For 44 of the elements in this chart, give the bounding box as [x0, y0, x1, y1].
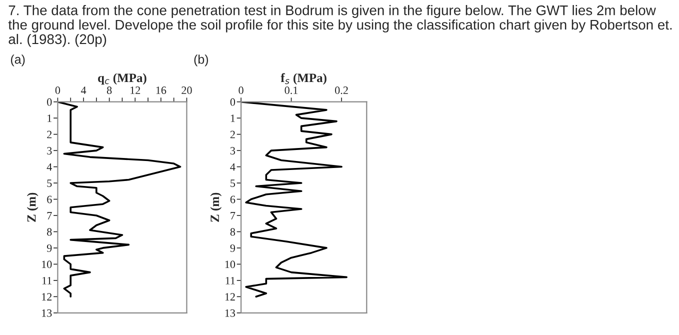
x2-tick-label: 0.1: [284, 86, 298, 94]
text: (a): [10, 54, 25, 66]
x2-tick-label: 20: [182, 86, 192, 94]
y-tick-label: 7: [47, 212, 52, 220]
x2-tick-label: 0.2: [335, 86, 348, 94]
x2-axis-title: f$_{s}$ (MPa): [280, 73, 326, 85]
x2-tick-label: 4: [80, 86, 86, 94]
y-tick-label: 12: [225, 293, 235, 301]
y-tick-label: 10: [42, 260, 52, 268]
text: (b): [194, 54, 208, 66]
y-tick-label: 9: [230, 244, 236, 252]
y-tick-label: 9: [46, 244, 52, 252]
x2-tick-label: 0: [55, 86, 60, 94]
y-tick-label: 11: [226, 276, 235, 284]
x2-tick-label: 8: [106, 86, 112, 94]
y-tick-label: 1: [48, 114, 52, 122]
y-tick-label: 5: [47, 180, 52, 187]
y-tick-label: 6: [47, 196, 52, 204]
y-tick-label: 7: [230, 212, 236, 220]
y-axis-title: Z (m): [210, 192, 222, 222]
y-tick-label: 11: [42, 276, 52, 284]
y-tick-label: 13: [225, 309, 236, 317]
y-tick-label: 0: [47, 98, 52, 106]
y-tick-label: 10: [225, 260, 236, 268]
x2-tick-label: 12: [130, 86, 140, 94]
y-tick-label: 3: [47, 147, 52, 155]
x2-axis-title: q$_{c}$ (MPa): [98, 73, 146, 85]
y-tick-label: 2: [230, 130, 235, 138]
y-tick-label: 8: [230, 228, 236, 236]
y-tick-label: 0: [230, 98, 236, 106]
y-tick-label: 13: [42, 309, 52, 317]
y-tick-label: 4: [46, 163, 52, 171]
y-tick-label: 6: [230, 196, 236, 204]
y-tick-label: 3: [230, 147, 236, 155]
y-tick-label: 2: [47, 130, 52, 138]
text: 7. The data from the cone penetration test in Bodrum is given in the figure below. The GWT lies 2m below the ground level. Develope the soil profile for this site by using the classification chart given by Robertson et. al. (1983). (20p): [8, 5, 672, 47]
y-tick-label: 1: [230, 114, 235, 122]
y-tick-label: 5: [230, 180, 236, 187]
x2-tick-label: 0: [238, 86, 244, 94]
y-tick-label: 12: [42, 293, 52, 301]
y-tick-label: 8: [47, 228, 52, 236]
x2-tick-label: 16: [156, 86, 166, 94]
y-axis-title: Z (m): [26, 192, 38, 222]
y-tick-label: 4: [230, 163, 236, 171]
